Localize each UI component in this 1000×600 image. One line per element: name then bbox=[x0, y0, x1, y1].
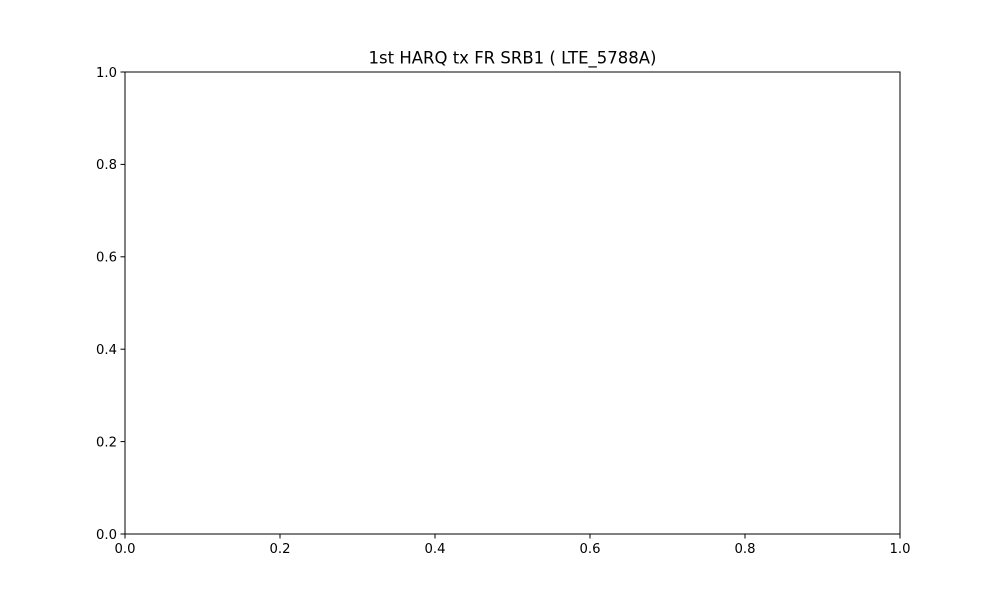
x-tick-label: 0.8 bbox=[735, 542, 756, 557]
y-tick-label: 0.2 bbox=[96, 435, 117, 450]
y-axis: 0.0 0.2 0.4 0.6 0.8 1.0 bbox=[96, 66, 125, 543]
y-tick-label: 0.4 bbox=[96, 343, 117, 358]
plot-area-frame bbox=[124, 71, 901, 535]
x-tick-label: 0.4 bbox=[425, 542, 446, 557]
y-tick-label: 0.6 bbox=[96, 251, 117, 266]
y-tick-label: 1.0 bbox=[96, 66, 117, 81]
x-tick-label: 1.0 bbox=[890, 542, 911, 557]
y-tick-label: 0.0 bbox=[96, 528, 117, 543]
x-axis: 0.0 0.2 0.4 0.6 0.8 1.0 bbox=[115, 534, 911, 557]
chart-title: 1st HARQ tx FR SRB1 ( LTE_5788A) bbox=[369, 49, 657, 69]
x-tick-label: 0.6 bbox=[580, 542, 601, 557]
y-tick-label: 0.8 bbox=[96, 158, 117, 173]
x-tick-label: 0.2 bbox=[270, 542, 291, 557]
x-tick-label: 0.0 bbox=[115, 542, 136, 557]
